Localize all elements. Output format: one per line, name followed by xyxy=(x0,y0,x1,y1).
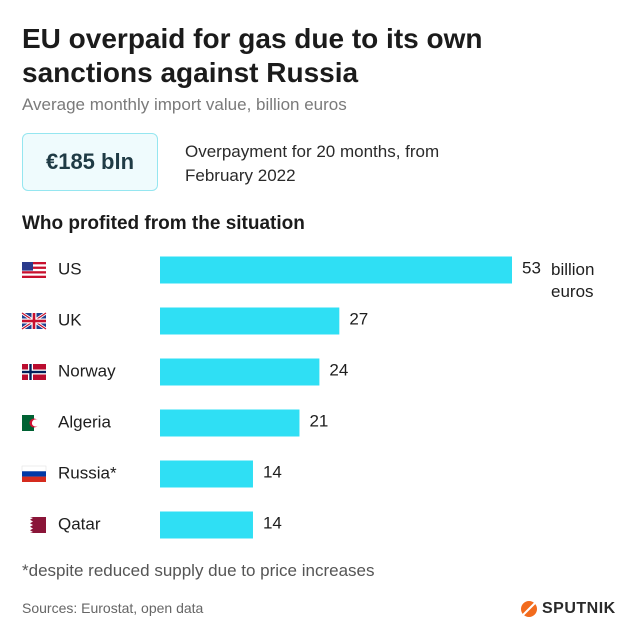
title: EU overpaid for gas due to its own sanct… xyxy=(22,23,483,88)
flag-qatar xyxy=(22,517,46,533)
category-label: UK xyxy=(58,310,82,329)
value-label: 14 xyxy=(263,462,282,481)
category-label: Russia* xyxy=(58,463,117,482)
chart: Who profited from the situation US 53 UK 27… xyxy=(21,213,541,539)
highlight-text: Overpayment for 20 months, from February… xyxy=(185,142,440,185)
bar xyxy=(160,256,512,284)
category-label: Algeria xyxy=(58,412,111,431)
unit-label: billion euros xyxy=(551,260,595,301)
bar xyxy=(160,460,253,488)
value-label: 53 xyxy=(522,258,541,277)
value-label: 14 xyxy=(263,513,282,532)
highlight-value: €185 bln xyxy=(22,133,158,191)
category-label: Norway xyxy=(58,361,116,380)
category-label: US xyxy=(58,259,82,278)
category-label: Qatar xyxy=(58,514,101,533)
flag-russia xyxy=(21,465,47,482)
bar xyxy=(160,409,300,437)
flag-us xyxy=(22,262,46,278)
value-label: 21 xyxy=(309,411,328,430)
source: Sources: Eurostat, open data xyxy=(22,600,204,616)
bar xyxy=(160,358,320,386)
brand-logo xyxy=(521,601,537,617)
flag-algeria xyxy=(22,415,46,431)
bar xyxy=(160,307,340,335)
subtitle: Average monthly import value, billion eu… xyxy=(22,95,347,114)
flag-uk xyxy=(21,311,47,331)
value-label: 24 xyxy=(329,360,348,379)
bar xyxy=(160,511,253,539)
value-label: 27 xyxy=(349,309,368,328)
chart-title: Who profited from the situation xyxy=(22,213,305,234)
flag-norway xyxy=(22,364,46,380)
brand: SPUTNIK xyxy=(542,600,616,617)
footnote: *despite reduced supply due to price inc… xyxy=(22,561,375,580)
